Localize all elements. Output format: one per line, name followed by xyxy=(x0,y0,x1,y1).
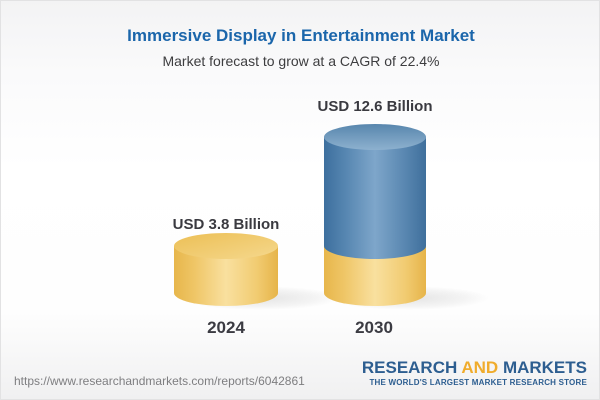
report-url: https://www.researchandmarkets.com/repor… xyxy=(14,374,305,388)
x-axis-label-2024: 2024 xyxy=(207,318,245,337)
logo-wordmark: RESEARCH AND MARKETS xyxy=(362,359,587,376)
logo-tagline: THE WORLD'S LARGEST MARKET RESEARCH STOR… xyxy=(369,378,587,387)
value-label-2024: USD 3.8 Billion xyxy=(172,216,280,233)
research-and-markets-logo: RESEARCH AND MARKETS THE WORLD'S LARGEST… xyxy=(362,359,587,387)
page-title: Immersive Display in Entertainment Marke… xyxy=(127,26,475,45)
logo-word-and: AND xyxy=(461,358,499,377)
logo-word-research: RESEARCH xyxy=(361,358,458,377)
cylinder-bars xyxy=(174,124,489,310)
x-axis-label-2030: 2030 xyxy=(355,318,393,337)
value-label-2030: USD 12.6 Billion xyxy=(317,98,433,115)
page-subtitle: Market forecast to grow at a CAGR of 22.… xyxy=(162,53,440,69)
logo-word-markets: MARKETS xyxy=(502,358,587,377)
